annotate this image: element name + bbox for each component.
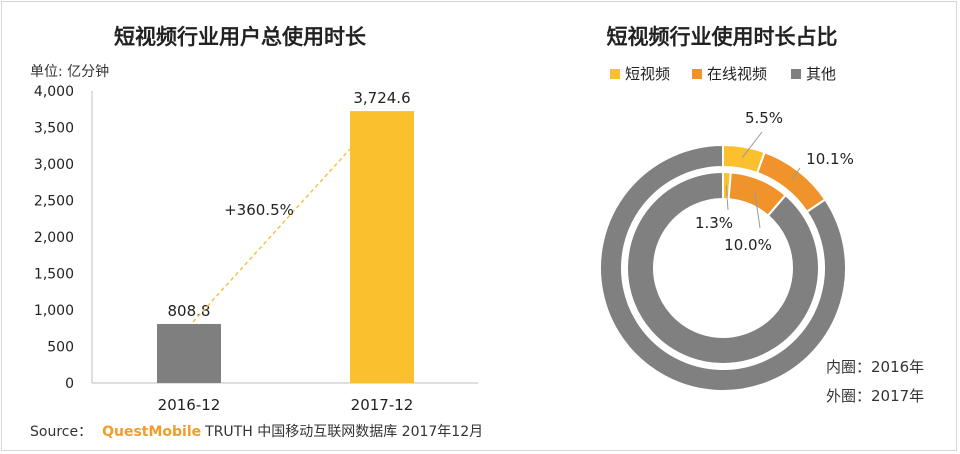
legend-swatch — [791, 69, 801, 79]
inner-ring-note: 内圈：2016年 — [826, 358, 924, 376]
donut-marks-group: 5.5% 10.1% 1.3% 10.0% — [599, 109, 854, 392]
bar-y-tick-label: 3,000 — [34, 157, 74, 173]
donut-legend: 短视频 在线视频 其他 — [610, 65, 836, 83]
donut-inner-slice — [626, 170, 820, 365]
bar-x-tick-label: 2017-12 — [351, 396, 414, 414]
donut-slice-label: 10.0% — [724, 236, 772, 254]
donut-leader-line — [725, 185, 729, 211]
bar-value-label: 808.8 — [168, 302, 211, 320]
legend-label: 短视频 — [625, 65, 670, 83]
growth-rate-label: +360.5% — [224, 201, 294, 219]
source-line: Source： QuestMobile TRUTH 中国移动互联网数据库 2017年… — [30, 421, 483, 441]
bar-y-tick-label: 1,500 — [34, 267, 74, 283]
bar-y-tick-label: 0 — [65, 376, 74, 392]
donut-leader-line — [741, 131, 763, 158]
bar-y-tick-label: 2,500 — [34, 194, 74, 210]
donut-slice-label: 10.1% — [806, 150, 854, 168]
bar-2017-12 — [350, 111, 414, 384]
donut-slice-label: 1.3% — [695, 214, 733, 232]
bar-y-tick-label: 2,000 — [34, 230, 74, 246]
legend-swatch — [692, 69, 702, 79]
bar-chart-title: 短视频行业用户总使用时长 — [114, 25, 367, 49]
source-prefix: Source： — [30, 424, 93, 440]
bar-y-tick-label: 4,000 — [34, 84, 74, 100]
donut-slice-label: 5.5% — [745, 109, 783, 127]
bar-marks-group: 808.8 2016-12 3,724.6 2017-12 +360.5% — [157, 89, 414, 414]
questmobile-brand: QuestMobile — [102, 424, 202, 440]
bar-y-tick-label: 1,000 — [34, 303, 74, 319]
bar-value-label: 3,724.6 — [353, 89, 410, 107]
legend-label: 在线视频 — [707, 65, 767, 83]
bar-chart-unit-label: 单位: 亿分钟 — [30, 63, 109, 80]
bar-y-tick-label: 500 — [47, 340, 74, 356]
donut-leader-line — [754, 191, 761, 229]
outer-ring-note: 外圈：2017年 — [826, 387, 924, 405]
donut-outer-slice — [599, 143, 847, 392]
bar-y-tick-label: 3,500 — [34, 121, 74, 137]
bar-x-tick-label: 2016-12 — [158, 396, 221, 414]
donut-leader-line — [791, 167, 801, 181]
legend-label: 其他 — [806, 65, 836, 83]
bar-axis-group: 0 500 1,000 1,500 2,000 2,500 3,000 3,500 4,000 — [34, 84, 478, 392]
source-text: TRUTH 中国移动互联网数据库 2017年12月 — [205, 424, 484, 440]
growth-trend-line — [192, 148, 351, 323]
legend-swatch — [610, 69, 620, 79]
bar-2016-12 — [157, 323, 221, 383]
donut-chart-title: 短视频行业使用时长占比 — [607, 25, 838, 49]
